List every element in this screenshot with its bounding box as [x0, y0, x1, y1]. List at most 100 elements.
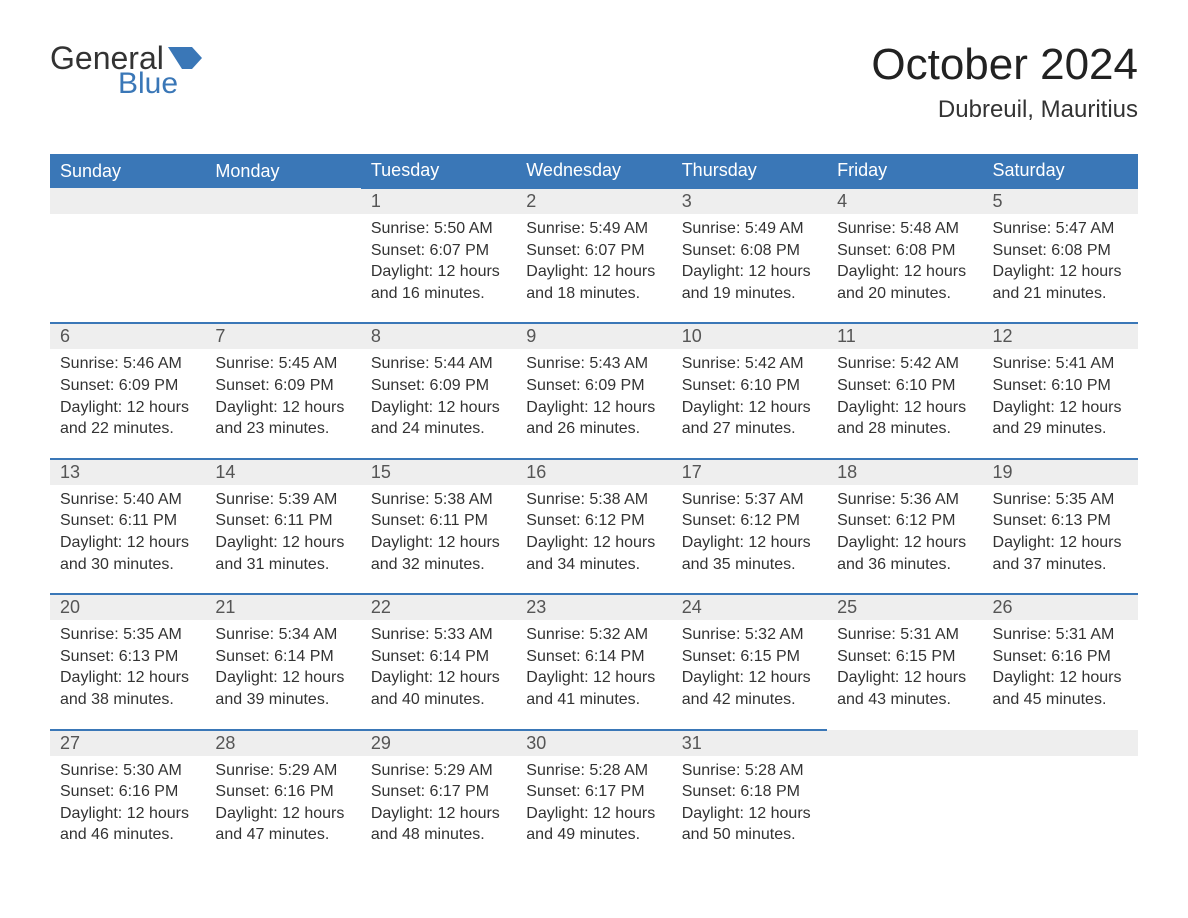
day-number: 17 [672, 459, 827, 485]
sunrise-text: Sunrise: 5:30 AM [60, 760, 195, 782]
sunset-text: Sunset: 6:07 PM [371, 240, 506, 262]
day-header-row: Sunday Monday Tuesday Wednesday Thursday… [50, 154, 1138, 188]
day-detail: Sunrise: 5:35 AMSunset: 6:13 PMDaylight:… [983, 485, 1138, 594]
day-number: 20 [50, 594, 205, 620]
logo-text-blue: Blue [118, 67, 178, 101]
daynum-row: 2728293031 [50, 730, 1138, 756]
sunset-text: Sunset: 6:12 PM [837, 510, 972, 532]
daylight1-text: Daylight: 12 hours [60, 667, 195, 689]
sunset-text: Sunset: 6:12 PM [526, 510, 661, 532]
sunrise-text: Sunrise: 5:48 AM [837, 218, 972, 240]
daylight1-text: Daylight: 12 hours [682, 803, 817, 825]
daylight2-text: and 36 minutes. [837, 554, 972, 576]
sunrise-text: Sunrise: 5:45 AM [215, 353, 350, 375]
daylight2-text: and 21 minutes. [993, 283, 1128, 305]
daynum-row: 6789101112 [50, 323, 1138, 349]
daylight2-text: and 45 minutes. [993, 689, 1128, 711]
daylight1-text: Daylight: 12 hours [60, 803, 195, 825]
daylight1-text: Daylight: 12 hours [993, 397, 1128, 419]
location-label: Dubreuil, Mauritius [871, 96, 1138, 124]
day-number: 2 [516, 188, 671, 214]
day-header: Sunday [50, 154, 205, 188]
day-detail [827, 756, 982, 864]
day-detail: Sunrise: 5:50 AMSunset: 6:07 PMDaylight:… [361, 214, 516, 323]
sunset-text: Sunset: 6:08 PM [682, 240, 817, 262]
day-header: Monday [205, 154, 360, 188]
daylight2-text: and 49 minutes. [526, 824, 661, 846]
day-detail: Sunrise: 5:28 AMSunset: 6:18 PMDaylight:… [672, 756, 827, 864]
day-detail: Sunrise: 5:49 AMSunset: 6:08 PMDaylight:… [672, 214, 827, 323]
daylight1-text: Daylight: 12 hours [526, 261, 661, 283]
daylight1-text: Daylight: 12 hours [60, 397, 195, 419]
detail-row: Sunrise: 5:35 AMSunset: 6:13 PMDaylight:… [50, 620, 1138, 729]
sunrise-text: Sunrise: 5:28 AM [526, 760, 661, 782]
sunset-text: Sunset: 6:14 PM [526, 646, 661, 668]
day-detail: Sunrise: 5:28 AMSunset: 6:17 PMDaylight:… [516, 756, 671, 864]
sunrise-text: Sunrise: 5:29 AM [371, 760, 506, 782]
title-block: October 2024 Dubreuil, Mauritius [871, 40, 1138, 124]
day-detail: Sunrise: 5:42 AMSunset: 6:10 PMDaylight:… [672, 349, 827, 458]
daylight1-text: Daylight: 12 hours [526, 803, 661, 825]
sunset-text: Sunset: 6:09 PM [371, 375, 506, 397]
flag-icon [168, 47, 202, 69]
daynum-row: 20212223242526 [50, 594, 1138, 620]
day-detail: Sunrise: 5:32 AMSunset: 6:15 PMDaylight:… [672, 620, 827, 729]
day-number: 9 [516, 323, 671, 349]
daylight1-text: Daylight: 12 hours [60, 532, 195, 554]
sunrise-text: Sunrise: 5:38 AM [371, 489, 506, 511]
day-detail: Sunrise: 5:46 AMSunset: 6:09 PMDaylight:… [50, 349, 205, 458]
day-number: 21 [205, 594, 360, 620]
sunset-text: Sunset: 6:15 PM [682, 646, 817, 668]
sunset-text: Sunset: 6:17 PM [371, 781, 506, 803]
day-detail: Sunrise: 5:30 AMSunset: 6:16 PMDaylight:… [50, 756, 205, 864]
sunrise-text: Sunrise: 5:50 AM [371, 218, 506, 240]
daylight2-text: and 35 minutes. [682, 554, 817, 576]
daylight2-text: and 41 minutes. [526, 689, 661, 711]
daylight1-text: Daylight: 12 hours [215, 803, 350, 825]
day-number: 11 [827, 323, 982, 349]
daylight1-text: Daylight: 12 hours [526, 397, 661, 419]
daylight1-text: Daylight: 12 hours [993, 261, 1128, 283]
day-number: 10 [672, 323, 827, 349]
day-number: 22 [361, 594, 516, 620]
sunset-text: Sunset: 6:13 PM [60, 646, 195, 668]
day-detail: Sunrise: 5:34 AMSunset: 6:14 PMDaylight:… [205, 620, 360, 729]
daylight2-text: and 20 minutes. [837, 283, 972, 305]
daylight1-text: Daylight: 12 hours [682, 532, 817, 554]
daylight2-text: and 46 minutes. [60, 824, 195, 846]
sunset-text: Sunset: 6:08 PM [993, 240, 1128, 262]
daylight2-text: and 50 minutes. [682, 824, 817, 846]
sunrise-text: Sunrise: 5:34 AM [215, 624, 350, 646]
day-number: 1 [361, 188, 516, 214]
day-number: 30 [516, 730, 671, 756]
calendar-table: Sunday Monday Tuesday Wednesday Thursday… [50, 154, 1138, 864]
daylight2-text: and 42 minutes. [682, 689, 817, 711]
sunrise-text: Sunrise: 5:41 AM [993, 353, 1128, 375]
daylight2-text: and 27 minutes. [682, 418, 817, 440]
sunrise-text: Sunrise: 5:31 AM [837, 624, 972, 646]
sunset-text: Sunset: 6:14 PM [371, 646, 506, 668]
day-detail: Sunrise: 5:31 AMSunset: 6:15 PMDaylight:… [827, 620, 982, 729]
daylight1-text: Daylight: 12 hours [837, 667, 972, 689]
sunset-text: Sunset: 6:11 PM [371, 510, 506, 532]
day-number: 6 [50, 323, 205, 349]
daylight2-text: and 31 minutes. [215, 554, 350, 576]
day-detail: Sunrise: 5:32 AMSunset: 6:14 PMDaylight:… [516, 620, 671, 729]
daylight2-text: and 29 minutes. [993, 418, 1128, 440]
day-detail: Sunrise: 5:29 AMSunset: 6:17 PMDaylight:… [361, 756, 516, 864]
daylight2-text: and 37 minutes. [993, 554, 1128, 576]
day-detail: Sunrise: 5:31 AMSunset: 6:16 PMDaylight:… [983, 620, 1138, 729]
day-number: 5 [983, 188, 1138, 214]
daylight1-text: Daylight: 12 hours [371, 532, 506, 554]
daylight2-text: and 26 minutes. [526, 418, 661, 440]
daylight1-text: Daylight: 12 hours [371, 261, 506, 283]
daylight2-text: and 39 minutes. [215, 689, 350, 711]
day-number: 13 [50, 459, 205, 485]
daylight1-text: Daylight: 12 hours [215, 532, 350, 554]
day-detail: Sunrise: 5:48 AMSunset: 6:08 PMDaylight:… [827, 214, 982, 323]
logo: General Blue [50, 40, 202, 101]
detail-row: Sunrise: 5:50 AMSunset: 6:07 PMDaylight:… [50, 214, 1138, 323]
daylight1-text: Daylight: 12 hours [837, 397, 972, 419]
day-number: 4 [827, 188, 982, 214]
sunrise-text: Sunrise: 5:32 AM [682, 624, 817, 646]
